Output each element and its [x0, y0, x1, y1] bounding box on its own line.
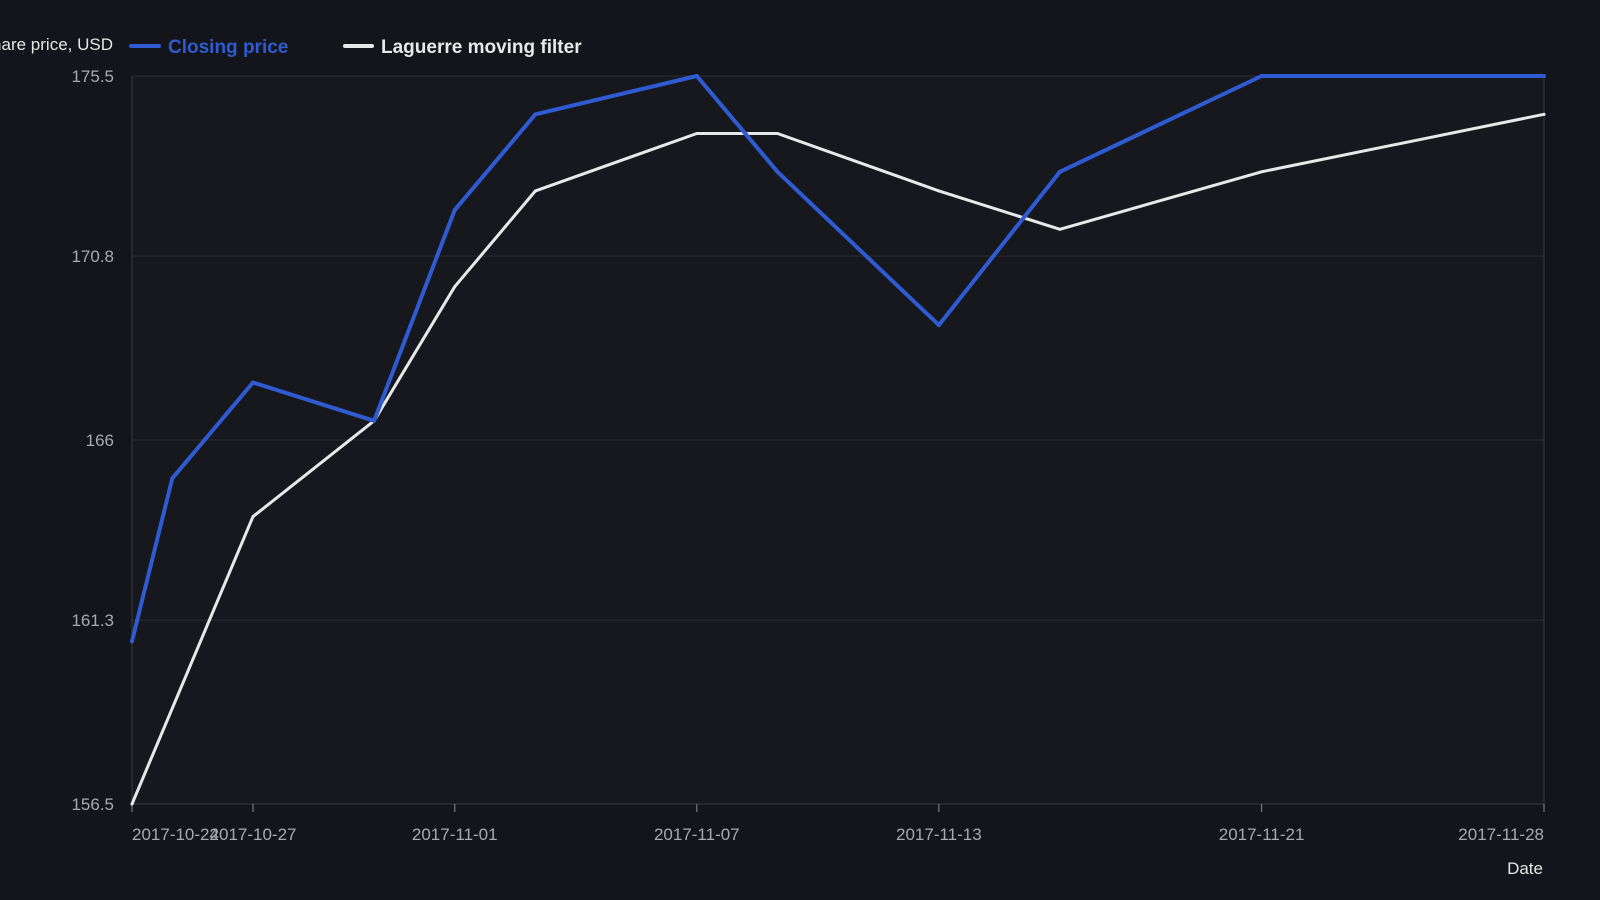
data-point-laguerre-moving-filter	[533, 189, 537, 193]
y-axis-title: Share price, USD	[0, 35, 113, 54]
data-point-laguerre-moving-filter	[1260, 170, 1264, 174]
x-tick-label: 2017-11-07	[654, 825, 740, 844]
x-tick-label: 2017-11-13	[896, 825, 982, 844]
data-point-closing-price	[694, 74, 699, 78]
data-point-closing-price	[372, 418, 377, 423]
data-point-closing-price	[936, 323, 941, 328]
data-point-closing-price	[1542, 74, 1546, 78]
legend-label-laguerre-moving-filter: Laguerre moving filter	[381, 37, 582, 58]
x-tick-label: 2017-10-24	[132, 825, 219, 844]
legend-item-laguerre-moving-filter[interactable]: Laguerre moving filter	[343, 37, 582, 58]
data-point-closing-price	[1057, 169, 1062, 174]
data-point-laguerre-moving-filter	[130, 802, 134, 806]
x-tick-label: 2017-11-01	[412, 825, 498, 844]
x-tick-label: 2017-11-28	[1458, 825, 1544, 844]
tick-labels: 156.5 161.3 166 170.8 175.5 2017-10-242017-10…	[71, 67, 1544, 844]
data-point-laguerre-moving-filter	[1542, 112, 1546, 116]
x-tick-label: 2017-11-21	[1219, 825, 1305, 844]
data-point-laguerre-moving-filter	[1058, 227, 1062, 231]
data-point-laguerre-moving-filter	[937, 189, 941, 193]
data-point-closing-price	[1259, 74, 1264, 78]
data-point-closing-price	[130, 639, 134, 644]
data-point-laguerre-moving-filter	[453, 285, 457, 289]
data-point-closing-price	[170, 476, 175, 481]
legend: Closing price Laguerre moving filter	[129, 37, 582, 58]
axes	[131, 76, 1545, 812]
data-point-laguerre-moving-filter	[775, 131, 779, 135]
y-tick-label: 175.5	[71, 67, 114, 86]
series-layer	[130, 74, 1546, 806]
data-point-closing-price	[533, 112, 538, 117]
data-point-laguerre-moving-filter	[251, 515, 255, 519]
data-point-laguerre-moving-filter	[695, 131, 699, 135]
data-point-closing-price	[775, 169, 780, 174]
y-tick-label: 156.5	[71, 795, 114, 814]
y-tick-label: 170.8	[71, 247, 114, 266]
series-line-closing-price	[130, 74, 1546, 644]
y-tick-label: 161.3	[71, 611, 114, 630]
data-point-closing-price	[251, 380, 256, 385]
legend-label-closing-price: Closing price	[168, 37, 288, 58]
x-axis-title: Date	[1507, 859, 1543, 878]
y-tick-label: 166	[86, 431, 114, 450]
legend-item-closing-price[interactable]: Closing price	[129, 37, 288, 58]
x-tick-label: 2017-10-27	[210, 825, 297, 844]
data-point-closing-price	[452, 208, 457, 213]
